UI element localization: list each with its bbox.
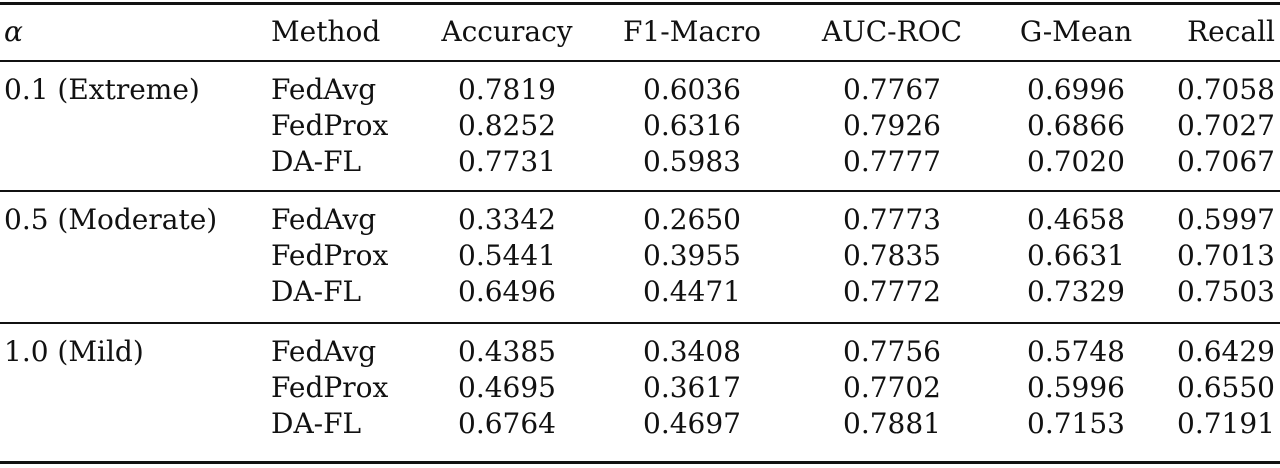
auc-roc-cell: 0.7926 — [843, 109, 941, 142]
accuracy-cell: 0.8252 — [458, 109, 556, 142]
table-row: DA-FL 0.7731 0.5983 0.7777 0.7020 0.7067 — [0, 144, 1280, 180]
method-cell: FedProx — [271, 371, 389, 404]
table-row: DA-FL 0.6764 0.4697 0.7881 0.7153 0.7191 — [0, 406, 1280, 442]
table-row: FedProx 0.4695 0.3617 0.7702 0.5996 0.65… — [0, 370, 1280, 406]
table-row: 0.1 (Extreme) FedAvg 0.7819 0.6036 0.776… — [0, 72, 1280, 108]
header-row: α Method Accuracy F1-Macro AUC-ROC G-Mea… — [0, 14, 1280, 50]
auc-roc-cell: 0.7767 — [843, 73, 941, 106]
f1-macro-cell: 0.3617 — [643, 371, 741, 404]
recall-cell: 0.7191 — [1177, 407, 1275, 440]
recall-cell: 0.7013 — [1177, 239, 1275, 272]
f1-macro-cell: 0.4471 — [643, 275, 741, 308]
header-alpha: α — [4, 15, 23, 48]
table-row: FedProx 0.8252 0.6316 0.7926 0.6866 0.70… — [0, 108, 1280, 144]
alpha-label: 0.5 (Moderate) — [4, 203, 218, 236]
f1-macro-cell: 0.5983 — [643, 145, 741, 178]
auc-roc-cell: 0.7702 — [843, 371, 941, 404]
auc-roc-cell: 0.7835 — [843, 239, 941, 272]
table-row: 0.5 (Moderate) FedAvg 0.3342 0.2650 0.77… — [0, 202, 1280, 238]
auc-roc-cell: 0.7773 — [843, 203, 941, 236]
f1-macro-cell: 0.6316 — [643, 109, 741, 142]
f1-macro-cell: 0.3955 — [643, 239, 741, 272]
group-rule — [0, 190, 1280, 192]
accuracy-cell: 0.7819 — [458, 73, 556, 106]
method-cell: FedAvg — [271, 203, 377, 236]
method-cell: DA-FL — [271, 407, 362, 440]
g-mean-cell: 0.6631 — [1027, 239, 1125, 272]
g-mean-cell: 0.6866 — [1027, 109, 1125, 142]
recall-cell: 0.7058 — [1177, 73, 1275, 106]
header-f1-macro: F1-Macro — [623, 15, 761, 48]
accuracy-cell: 0.5441 — [458, 239, 556, 272]
f1-macro-cell: 0.4697 — [643, 407, 741, 440]
recall-cell: 0.6429 — [1177, 335, 1275, 368]
method-cell: FedAvg — [271, 73, 377, 106]
f1-macro-cell: 0.2650 — [643, 203, 741, 236]
bottom-rule — [0, 461, 1280, 464]
auc-roc-cell: 0.7772 — [843, 275, 941, 308]
method-cell: FedProx — [271, 239, 389, 272]
auc-roc-cell: 0.7881 — [843, 407, 941, 440]
accuracy-cell: 0.6496 — [458, 275, 556, 308]
method-cell: DA-FL — [271, 275, 362, 308]
recall-cell: 0.7027 — [1177, 109, 1275, 142]
f1-macro-cell: 0.3408 — [643, 335, 741, 368]
accuracy-cell: 0.4385 — [458, 335, 556, 368]
accuracy-cell: 0.3342 — [458, 203, 556, 236]
table-row: 1.0 (Mild) FedAvg 0.4385 0.3408 0.7756 0… — [0, 334, 1280, 370]
g-mean-cell: 0.7020 — [1027, 145, 1125, 178]
g-mean-cell: 0.7329 — [1027, 275, 1125, 308]
method-cell: FedProx — [271, 109, 389, 142]
table-row: DA-FL 0.6496 0.4471 0.7772 0.7329 0.7503 — [0, 274, 1280, 310]
alpha-label: 0.1 (Extreme) — [4, 73, 200, 106]
recall-cell: 0.7067 — [1177, 145, 1275, 178]
auc-roc-cell: 0.7756 — [843, 335, 941, 368]
accuracy-cell: 0.7731 — [458, 145, 556, 178]
g-mean-cell: 0.7153 — [1027, 407, 1125, 440]
recall-cell: 0.6550 — [1177, 371, 1275, 404]
g-mean-cell: 0.4658 — [1027, 203, 1125, 236]
recall-cell: 0.7503 — [1177, 275, 1275, 308]
g-mean-cell: 0.6996 — [1027, 73, 1125, 106]
f1-macro-cell: 0.6036 — [643, 73, 741, 106]
group-rule — [0, 322, 1280, 324]
g-mean-cell: 0.5748 — [1027, 335, 1125, 368]
header-rule — [0, 60, 1280, 62]
accuracy-cell: 0.4695 — [458, 371, 556, 404]
header-auc-roc: AUC-ROC — [821, 15, 963, 48]
auc-roc-cell: 0.7777 — [843, 145, 941, 178]
top-rule — [0, 2, 1280, 5]
alpha-label: 1.0 (Mild) — [4, 335, 144, 368]
header-g-mean: G-Mean — [1019, 15, 1133, 48]
table-row: FedProx 0.5441 0.3955 0.7835 0.6631 0.70… — [0, 238, 1280, 274]
g-mean-cell: 0.5996 — [1027, 371, 1125, 404]
method-cell: FedAvg — [271, 335, 377, 368]
header-recall: Recall — [1187, 15, 1275, 48]
method-cell: DA-FL — [271, 145, 362, 178]
header-accuracy: Accuracy — [441, 15, 573, 48]
header-method: Method — [271, 15, 381, 48]
accuracy-cell: 0.6764 — [458, 407, 556, 440]
recall-cell: 0.5997 — [1177, 203, 1275, 236]
